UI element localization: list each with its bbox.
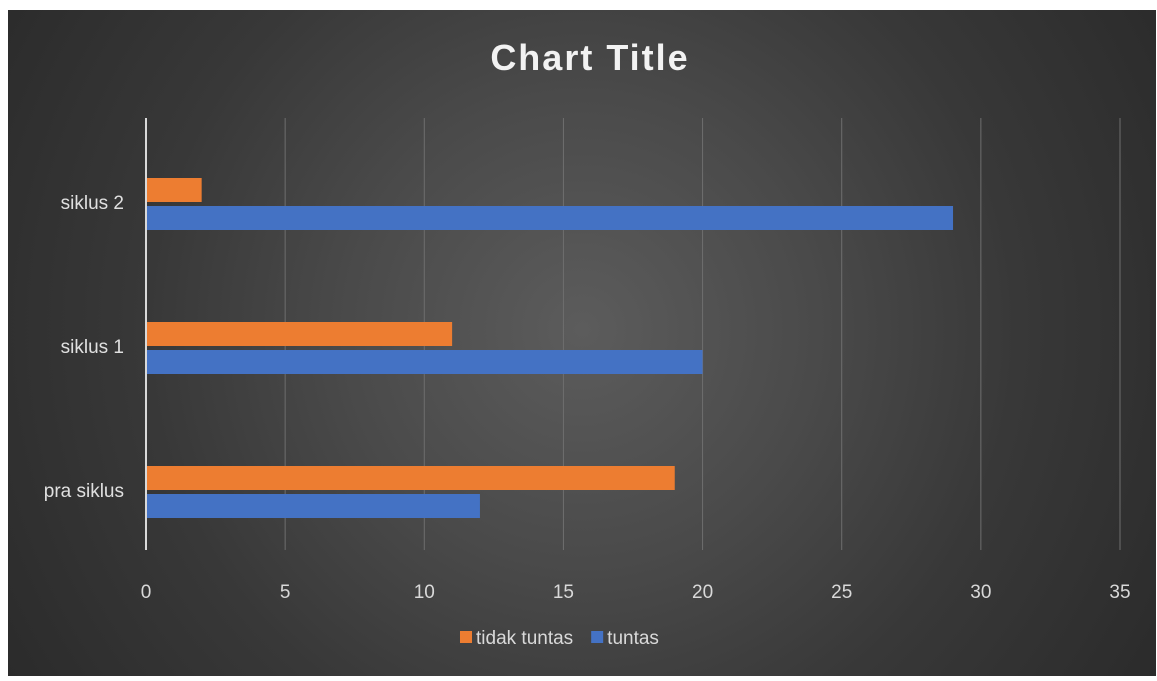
legend: tidak tuntas tuntas bbox=[460, 628, 659, 649]
legend-swatch bbox=[591, 631, 604, 643]
bar-chart: Chart Title 0 5 10 15 20 25 30 35 pra siklus sikl… bbox=[44, 37, 1131, 649]
x-tick-label: 30 bbox=[970, 582, 991, 603]
x-tick-label: 35 bbox=[1109, 582, 1130, 603]
y-category-label: siklus 2 bbox=[61, 193, 124, 214]
bar-tuntas bbox=[146, 206, 954, 230]
x-tick-label: 25 bbox=[831, 582, 852, 603]
legend-label: tuntas bbox=[607, 628, 659, 649]
bar-tidak-tuntas bbox=[146, 322, 453, 346]
bar-tidak-tuntas bbox=[146, 466, 675, 490]
bar-tuntas bbox=[146, 494, 480, 518]
y-category-label: siklus 1 bbox=[61, 337, 124, 358]
chart-title: Chart Title bbox=[490, 37, 689, 78]
y-category-label: pra siklus bbox=[44, 481, 124, 502]
gridlines bbox=[284, 118, 1121, 550]
x-tick-label: 5 bbox=[280, 582, 291, 603]
bar-tuntas bbox=[146, 350, 703, 374]
x-tick-label: 10 bbox=[414, 582, 435, 603]
bars bbox=[146, 178, 954, 518]
axes: 0 5 10 15 20 25 30 35 pra siklus siklus 1 siklus 2 bbox=[44, 118, 1131, 603]
legend-swatch bbox=[460, 631, 472, 643]
x-tick-label: 0 bbox=[141, 582, 152, 603]
chart-area: Chart Title 0 5 10 15 20 25 30 35 pra siklus sikl… bbox=[8, 10, 1156, 676]
bar-tidak-tuntas bbox=[146, 178, 202, 202]
legend-label: tidak tuntas bbox=[476, 628, 573, 649]
x-tick-label: 20 bbox=[692, 582, 713, 603]
x-tick-label: 15 bbox=[553, 582, 574, 603]
